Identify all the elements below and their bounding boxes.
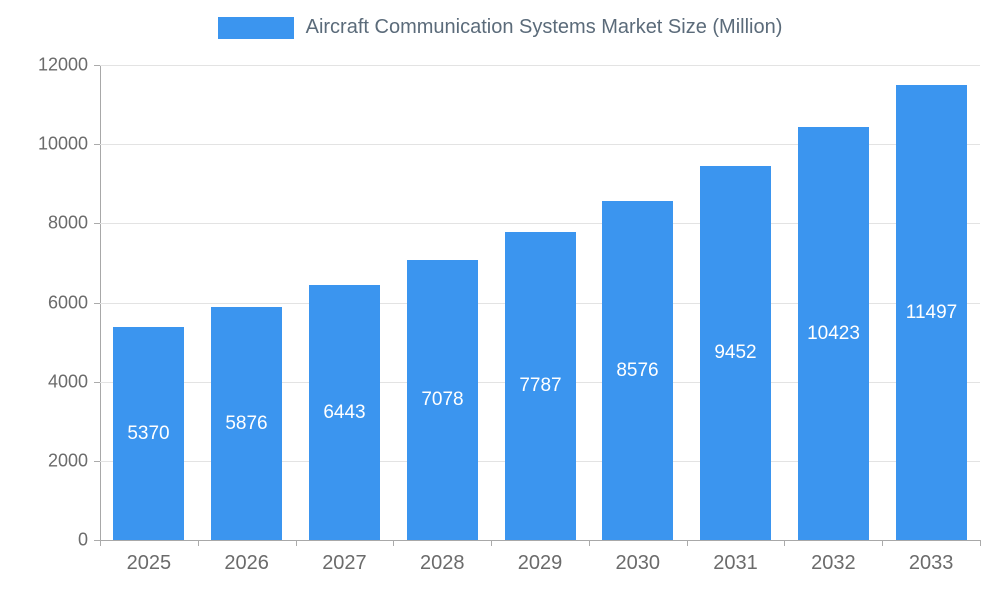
y-tick <box>94 381 100 383</box>
bar: 5876 <box>211 307 282 540</box>
gridline <box>100 65 980 66</box>
y-axis: 0 2000 4000 6000 8000 10000 12000 <box>0 55 88 550</box>
x-tick <box>491 540 492 546</box>
x-tick <box>980 540 981 546</box>
x-axis-label: 2031 <box>713 552 758 574</box>
y-axis-label: 2000 <box>47 450 88 471</box>
bar-value-label: 5876 <box>225 412 268 434</box>
x-axis: 2025 2026 2027 2028 2029 2030 2031 2032 2033 <box>100 552 980 586</box>
bar: 8576 <box>602 201 673 540</box>
x-axis-label: 2028 <box>419 552 465 574</box>
x-axis-label: 2029 <box>517 552 563 574</box>
bar: 5370 <box>113 327 184 540</box>
bar-value-label: 7078 <box>421 389 464 410</box>
bar-value-label: 8576 <box>616 359 659 381</box>
y-axis-label: 4000 <box>47 371 88 392</box>
y-tick <box>94 223 100 225</box>
bar: 10423 <box>798 127 869 540</box>
y-tick <box>94 302 100 304</box>
y-axis-label: 10000 <box>37 133 88 154</box>
x-tick <box>296 540 297 546</box>
y-tick <box>94 540 100 541</box>
y-axis-label: 0 <box>77 529 88 550</box>
gridline <box>100 144 980 146</box>
x-axis-line <box>100 540 981 541</box>
y-axis-label: 12000 <box>37 54 88 75</box>
x-axis-label: 2033 <box>908 552 954 574</box>
x-tick <box>100 540 101 546</box>
x-axis-label: 2025 <box>126 552 172 574</box>
bar-value-label: 9452 <box>714 342 757 363</box>
bar: 9452 <box>700 166 771 540</box>
y-tick <box>94 144 100 146</box>
legend[interactable]: Aircraft Communication Systems Market Si… <box>0 16 1000 39</box>
bar: 7787 <box>505 232 576 540</box>
legend-swatch[interactable] <box>217 16 294 39</box>
bar-value-label: 5370 <box>127 422 170 444</box>
bar-value-label: 6443 <box>323 401 366 423</box>
bar: 11497 <box>896 85 967 540</box>
y-tick <box>94 460 100 462</box>
x-tick <box>198 540 199 546</box>
bar-value-label: 7787 <box>519 375 562 396</box>
bar: 7078 <box>407 260 478 540</box>
x-axis-label: 2030 <box>615 552 661 574</box>
chart-title: Aircraft Communication Systems Market Si… <box>305 16 783 38</box>
y-axis-label: 6000 <box>47 292 88 312</box>
y-axis-label: 8000 <box>47 212 88 233</box>
x-axis-label: 2026 <box>224 552 269 574</box>
x-tick <box>784 540 785 546</box>
bar-value-label: 11497 <box>905 301 958 323</box>
x-tick <box>589 540 590 546</box>
x-tick <box>687 540 688 546</box>
x-tick <box>882 540 883 546</box>
x-axis-label: 2027 <box>322 552 367 574</box>
x-axis-label: 2032 <box>811 552 856 574</box>
bar-value-label: 10423 <box>807 322 860 344</box>
y-tick <box>94 65 100 66</box>
gridline <box>100 223 980 225</box>
bar: 6443 <box>309 285 380 540</box>
x-tick <box>393 540 394 546</box>
plot-area: 5370 5876 6443 7078 7787 8576 9452 10423 11497 <box>100 65 980 540</box>
